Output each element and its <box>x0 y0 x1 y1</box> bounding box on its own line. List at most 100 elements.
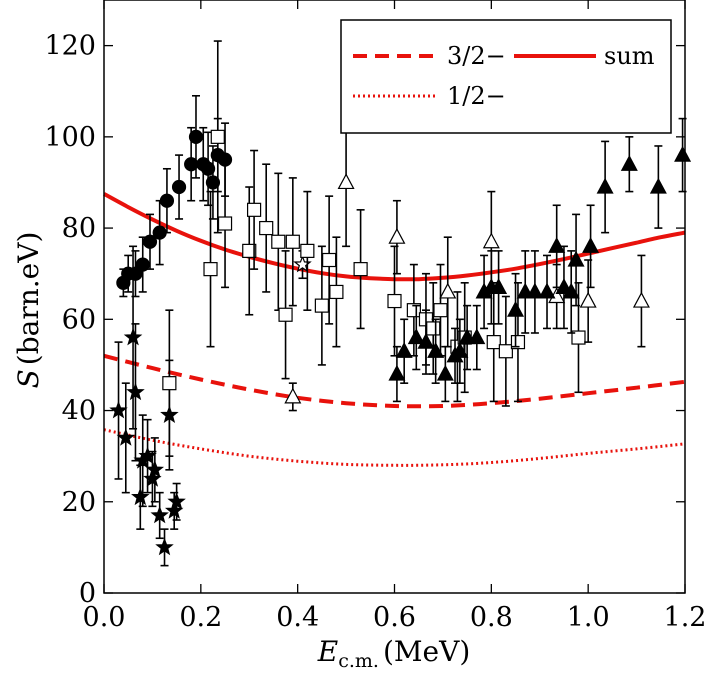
filled-circles-point <box>142 234 158 249</box>
open-squares-point <box>406 303 421 318</box>
filled-triangles-point <box>388 364 406 381</box>
x-tick-label: 1.2 <box>664 602 706 633</box>
open-squares-point <box>433 303 448 318</box>
filled-stars-point <box>150 505 169 524</box>
open-triangles-point <box>284 387 302 404</box>
filled-circles-point <box>159 193 175 208</box>
filled-triangles-point <box>451 341 469 358</box>
filled-triangles-point <box>538 282 556 299</box>
filled-circles-point <box>171 179 187 195</box>
x-axis-title-sub: c.m. <box>338 650 379 672</box>
filled-triangles-point <box>562 282 580 299</box>
filled-triangles-point <box>596 177 614 194</box>
open-triangles-point <box>482 232 500 249</box>
tick-labels: 0.0 0.2 0.4 0.6 0.8 1.0 1.2 0 20 40 60 80 100 120 <box>44 31 706 633</box>
legend-label-dotted: 1/2− <box>447 82 506 110</box>
filled-triangles-point <box>395 341 413 358</box>
filled-triangles-point <box>436 364 454 381</box>
y-tick-label: 80 <box>62 213 96 244</box>
filled-triangles-point <box>507 300 525 317</box>
filled-stars-point <box>155 537 174 556</box>
open-squares-point <box>246 202 262 217</box>
filled-stars-point <box>123 327 143 346</box>
filled-circles-point <box>200 161 216 176</box>
filled-triangles-point <box>427 341 445 358</box>
filled-circles-point <box>188 129 204 144</box>
filled-triangles-point <box>620 154 638 171</box>
filled-stars-point <box>164 501 184 519</box>
x-axis-title-main: E <box>317 635 338 668</box>
filled-triangles-point <box>526 282 544 299</box>
x-tick-label: 0.8 <box>470 602 513 633</box>
filled-stars-point <box>116 428 136 446</box>
points-layer <box>109 40 692 567</box>
open-squares-point <box>387 293 402 309</box>
filled-triangles-point <box>407 328 425 345</box>
filled-stars-point <box>167 492 186 510</box>
legend: 3/2− sum 1/2− <box>340 19 672 134</box>
filled-stars-point <box>138 446 157 464</box>
legend-box <box>340 19 672 134</box>
curve-3/2- <box>103 353 686 409</box>
filled-triangles-point <box>468 328 486 345</box>
open-squares-point <box>271 234 286 249</box>
open-squares-point <box>571 330 586 345</box>
open-triangles-point <box>579 291 597 308</box>
open-squares-point <box>285 234 300 249</box>
open-squares-point <box>486 335 501 350</box>
open-squares-point <box>353 262 368 277</box>
curve-1/2- <box>103 428 686 467</box>
open-stars-point <box>293 254 312 273</box>
filled-stars-point <box>131 487 150 506</box>
open-squares-point <box>314 298 329 313</box>
open-triangles-point <box>388 227 406 244</box>
x-axis-title-unit: (MeV) <box>383 635 470 668</box>
open-squares-point <box>510 335 526 350</box>
y-tick-label: 120 <box>44 31 96 62</box>
filled-triangles-point <box>490 278 508 294</box>
filled-stars-point <box>126 382 145 401</box>
filled-stars-point <box>145 460 165 478</box>
x-tick-label: 0.6 <box>373 602 416 633</box>
filled-stars-point <box>109 400 128 419</box>
y-tick-label: 100 <box>44 122 96 153</box>
filled-triangles-point <box>417 332 435 349</box>
y-axis-title-main: S <box>12 369 45 388</box>
open-squares-point <box>162 376 177 391</box>
legend-label-solid: sum <box>604 42 655 70</box>
y-tick-label: 0 <box>79 578 96 609</box>
y-axis-title: S (barn.eV) <box>12 232 45 389</box>
open-squares-point <box>210 129 225 144</box>
filled-triangles-point <box>567 250 585 267</box>
open-squares-point <box>217 216 233 231</box>
open-squares-point <box>300 243 315 258</box>
open-squares-point <box>498 344 513 359</box>
open-squares-point <box>278 307 293 322</box>
x-tick-label: 0.4 <box>276 602 319 633</box>
open-squares-point <box>322 252 337 268</box>
open-squares-point <box>259 220 274 236</box>
filled-triangles-point <box>674 145 692 162</box>
open-squares-point <box>329 284 344 300</box>
filled-triangles-point <box>649 177 667 194</box>
plot-frame <box>103 0 686 594</box>
open-triangles-point <box>439 282 457 299</box>
x-tick-label: 0.0 <box>83 602 126 633</box>
y-tick-label: 60 <box>62 304 96 335</box>
y-tick-label: 20 <box>62 487 96 518</box>
filled-triangles-point <box>548 237 566 253</box>
open-triangles-point <box>337 173 355 190</box>
legend-label-dashed: 3/2− <box>447 42 506 70</box>
x-axis-title: Ec.m. (MeV) <box>317 635 471 672</box>
filled-stars-point <box>143 469 162 487</box>
filled-triangles-point <box>582 237 600 253</box>
open-squares-point <box>242 243 257 258</box>
open-triangles-point <box>632 291 650 308</box>
x-tick-label: 0.2 <box>179 602 222 633</box>
filled-circles-point <box>205 175 221 190</box>
open-squares-point <box>426 321 441 336</box>
x-tick-label: 1.0 <box>567 602 610 633</box>
open-squares-point <box>203 262 218 277</box>
y-axis-title-unit: (barn.eV) <box>12 232 45 366</box>
